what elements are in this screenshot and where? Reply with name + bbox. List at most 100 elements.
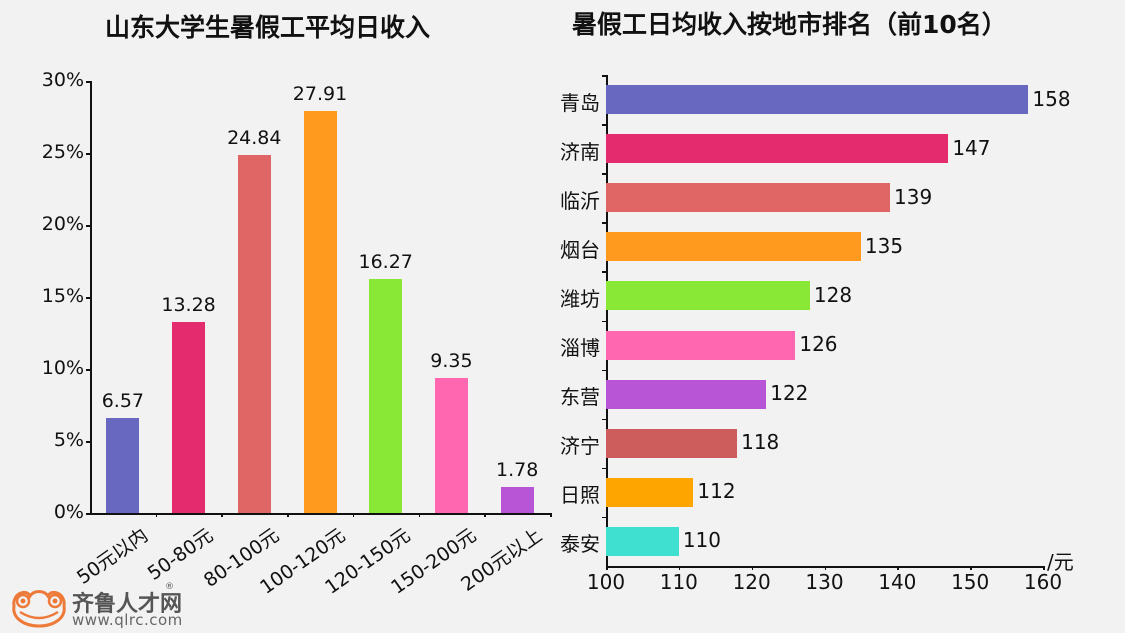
x-tick bbox=[824, 566, 826, 570]
bar-100-120元 bbox=[303, 111, 337, 513]
bar-50-80元 bbox=[172, 321, 206, 513]
x-tick bbox=[678, 566, 681, 570]
y-tick bbox=[86, 513, 90, 515]
y-axis bbox=[606, 75, 608, 566]
x-tick-label: 130 bbox=[805, 570, 844, 594]
x-tick bbox=[484, 513, 486, 517]
city-label: 济南 bbox=[560, 139, 600, 164]
y-tick-label: 30% bbox=[41, 69, 84, 91]
right-chart-title: 暑假工日均收入按地市排名（前10名） bbox=[572, 10, 1007, 39]
bar-value-label: 13.28 bbox=[161, 293, 216, 316]
bar-value-label: 118 bbox=[741, 430, 780, 455]
y-tick-label: 0% bbox=[53, 501, 84, 523]
x-tick bbox=[550, 513, 552, 517]
bar-value-label: 122 bbox=[770, 381, 809, 406]
y-tick-label: 5% bbox=[53, 429, 84, 451]
bar-value-label: 1.78 bbox=[495, 459, 539, 482]
city-label: 临沂 bbox=[560, 188, 600, 213]
bar-value-label: 110 bbox=[682, 528, 722, 553]
y-tick-label: 15% bbox=[41, 285, 84, 307]
y-axis bbox=[90, 81, 92, 513]
bar-value-label: 128 bbox=[813, 282, 853, 307]
y-tick-label: 10% bbox=[41, 357, 84, 379]
city-label: 淄博 bbox=[560, 336, 600, 361]
y-tick bbox=[86, 153, 90, 155]
y-tick bbox=[602, 124, 606, 126]
x-tick bbox=[1043, 566, 1045, 570]
bar-200元以上 bbox=[500, 487, 534, 513]
y-tick bbox=[86, 225, 90, 227]
x-tick bbox=[606, 566, 608, 570]
x-tick bbox=[418, 513, 421, 517]
bar-value-label: 112 bbox=[697, 479, 736, 504]
city-label: 泰安 bbox=[560, 532, 600, 557]
bar-value-label: 27.91 bbox=[292, 83, 348, 106]
bar-value-label: 158 bbox=[1032, 86, 1071, 111]
x-tick bbox=[897, 566, 899, 570]
city-label: 潍坊 bbox=[560, 286, 600, 311]
bar-150-200元 bbox=[434, 378, 468, 513]
x-axis bbox=[90, 513, 550, 515]
bar-济南 bbox=[606, 134, 949, 164]
bar-潍坊 bbox=[606, 281, 810, 311]
y-tick bbox=[602, 369, 606, 372]
bar-value-label: 6.57 bbox=[101, 390, 144, 413]
bar-青岛 bbox=[606, 85, 1029, 115]
y-tick bbox=[602, 320, 606, 322]
x-tick bbox=[155, 513, 158, 517]
logo-name: 齐鲁人才网 bbox=[72, 592, 183, 617]
bar-50元以内 bbox=[106, 418, 140, 513]
y-tick bbox=[86, 369, 90, 371]
y-tick bbox=[602, 467, 606, 470]
bar-value-label: 126 bbox=[799, 332, 838, 357]
y-tick bbox=[86, 441, 90, 443]
x-tick-label: 120 bbox=[732, 570, 771, 594]
y-tick bbox=[602, 418, 606, 421]
x-tick-label: 110 bbox=[659, 570, 698, 594]
bar-value-label: 139 bbox=[894, 184, 933, 209]
bar-济宁 bbox=[606, 428, 738, 458]
x-tick-label: 50元以内 bbox=[72, 524, 152, 589]
bar-泰安 bbox=[606, 526, 679, 556]
x-tick bbox=[287, 513, 289, 517]
city-label: 济宁 bbox=[560, 434, 600, 459]
y-tick bbox=[86, 81, 90, 83]
x-tick bbox=[352, 513, 355, 517]
y-tick-label: 25% bbox=[41, 141, 84, 163]
registered-mark: ® bbox=[165, 582, 174, 592]
bar-日照 bbox=[606, 477, 694, 507]
y-tick bbox=[602, 516, 606, 519]
x-tick bbox=[221, 513, 223, 517]
bar-value-label: 24.84 bbox=[227, 127, 282, 150]
bar-value-label: 16.27 bbox=[358, 250, 413, 273]
x-axis-unit: /元 bbox=[1047, 550, 1074, 574]
bar-120-150元 bbox=[369, 278, 403, 513]
bar-烟台 bbox=[606, 232, 861, 262]
city-label: 青岛 bbox=[560, 90, 600, 115]
y-tick bbox=[602, 222, 606, 224]
y-tick bbox=[86, 297, 90, 299]
x-tick-label: 160 bbox=[1023, 570, 1063, 594]
bar-80-100元 bbox=[237, 155, 271, 513]
y-tick bbox=[602, 271, 606, 273]
bar-value-label: 135 bbox=[864, 233, 904, 258]
frog-icon bbox=[12, 590, 66, 628]
logo-url[interactable]: www.qlrc.com bbox=[72, 611, 183, 629]
x-tick-label: 150 bbox=[951, 570, 990, 594]
left-chart-title: 山东大学生暑假工平均日收入 bbox=[105, 13, 431, 42]
bar-临沂 bbox=[606, 183, 891, 213]
city-label: 日照 bbox=[560, 483, 600, 508]
city-label: 东营 bbox=[560, 385, 600, 410]
y-tick-label: 20% bbox=[41, 213, 84, 235]
bar-淄博 bbox=[606, 330, 796, 360]
x-tick bbox=[970, 566, 972, 570]
bar-value-label: 147 bbox=[952, 135, 991, 160]
bar-东营 bbox=[606, 379, 767, 409]
city-label: 烟台 bbox=[560, 237, 600, 262]
y-tick bbox=[602, 75, 606, 77]
bar-value-label: 9.35 bbox=[430, 350, 473, 373]
x-tick-label: 100 bbox=[586, 570, 626, 594]
y-tick bbox=[602, 173, 606, 175]
x-tick-label: 140 bbox=[878, 570, 917, 594]
x-tick bbox=[751, 566, 754, 570]
